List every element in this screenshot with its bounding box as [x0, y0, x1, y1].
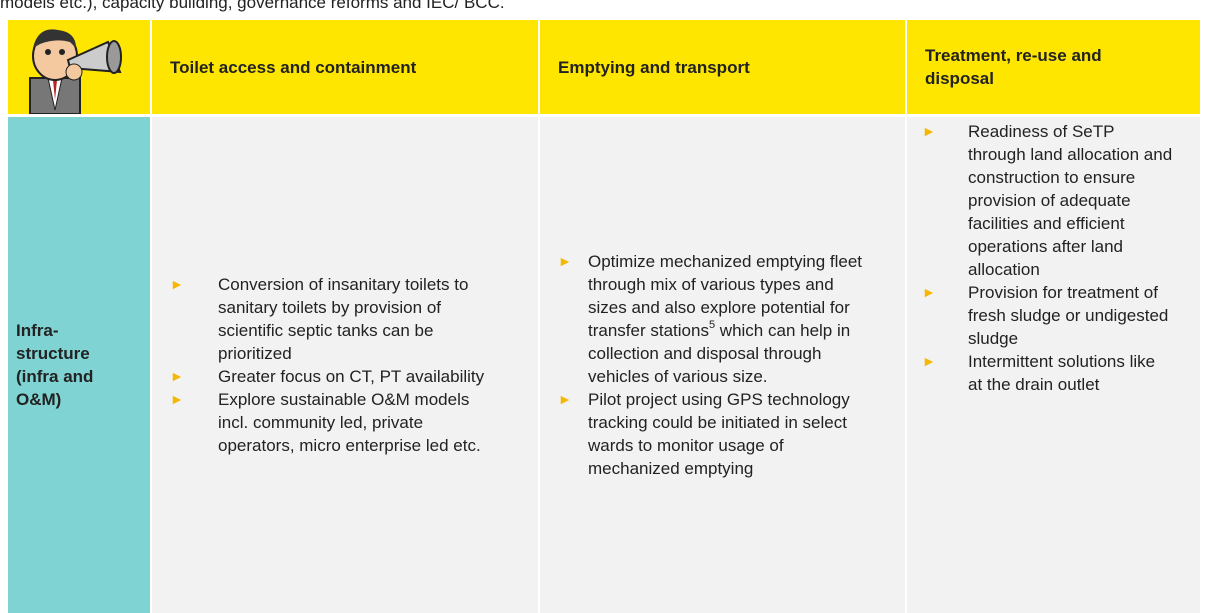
header-text-span: Emptying and transport: [558, 57, 750, 77]
bullet-text: which can help in collection and disposa…: [588, 321, 851, 386]
bullet-item: Provision for treatment of fresh sludge …: [922, 281, 1173, 350]
bullet-text: Pilot project using GPS technology track…: [588, 390, 850, 478]
bullet-text: Explore sustainable O&M models incl. com…: [218, 390, 481, 455]
bullet-item: Conversion of insanitary toilets to sani…: [170, 273, 488, 365]
row-label: Infra-structure (infra and O&M): [8, 117, 150, 613]
body-cell: Readiness of SeTP through land allocatio…: [907, 117, 1200, 613]
bullet-text: Optimize mechanized emptying fleet throu…: [588, 252, 863, 340]
bullet-text: Intermittent solutions like at the drain…: [968, 352, 1156, 394]
header-cell: Treatment, re-use and disposal: [907, 20, 1200, 114]
bullet-list: Readiness of SeTP through land allocatio…: [922, 120, 1173, 396]
bullet-text: Provision for treatment of fresh sludge …: [968, 283, 1169, 348]
header-text: Emptying and transport: [558, 56, 750, 79]
header-cell: Toilet access and containment: [152, 20, 538, 114]
header-cell: Emptying and transport: [540, 20, 905, 114]
body-cell: Optimize mechanized emptying fleet throu…: [540, 117, 905, 613]
header-text-span: Treatment, re-use and disposal: [925, 46, 1102, 88]
bullet-list: Optimize mechanized emptying fleet throu…: [558, 250, 863, 480]
intro-text: models etc.), capacity building, governa…: [0, 0, 505, 12]
row-label-text: Infra-structure (infra and O&M): [16, 319, 106, 411]
bullet-item: Pilot project using GPS technology track…: [558, 388, 863, 480]
bullet-list: Conversion of insanitary toilets to sani…: [170, 273, 488, 457]
bullet-text: Readiness of SeTP through land allocatio…: [968, 122, 1173, 279]
bullet-item: Greater focus on CT, PT availability: [170, 365, 488, 388]
bullet-item: Optimize mechanized emptying fleet throu…: [558, 250, 863, 388]
bullet-text: Greater focus on CT, PT availability: [218, 367, 485, 386]
bullet-text: Conversion of insanitary toilets to sani…: [218, 275, 469, 363]
megaphone-icon: [29, 29, 122, 114]
bullet-item: Explore sustainable O&M models incl. com…: [170, 388, 488, 457]
icon-cell: [8, 20, 150, 114]
bullet-item: Readiness of SeTP through land allocatio…: [922, 120, 1173, 281]
header-text: Treatment, re-use and disposal: [925, 44, 1155, 90]
bullet-item: Intermittent solutions like at the drain…: [922, 350, 1173, 396]
footnote-ref: 5: [708, 319, 716, 331]
header-text: Toilet access and containment: [170, 56, 416, 79]
row-label-span: Infra-structure (infra and O&M): [16, 321, 94, 409]
header-text-span: Toilet access and containment: [170, 57, 417, 77]
body-cell: Conversion of insanitary toilets to sani…: [152, 117, 538, 613]
